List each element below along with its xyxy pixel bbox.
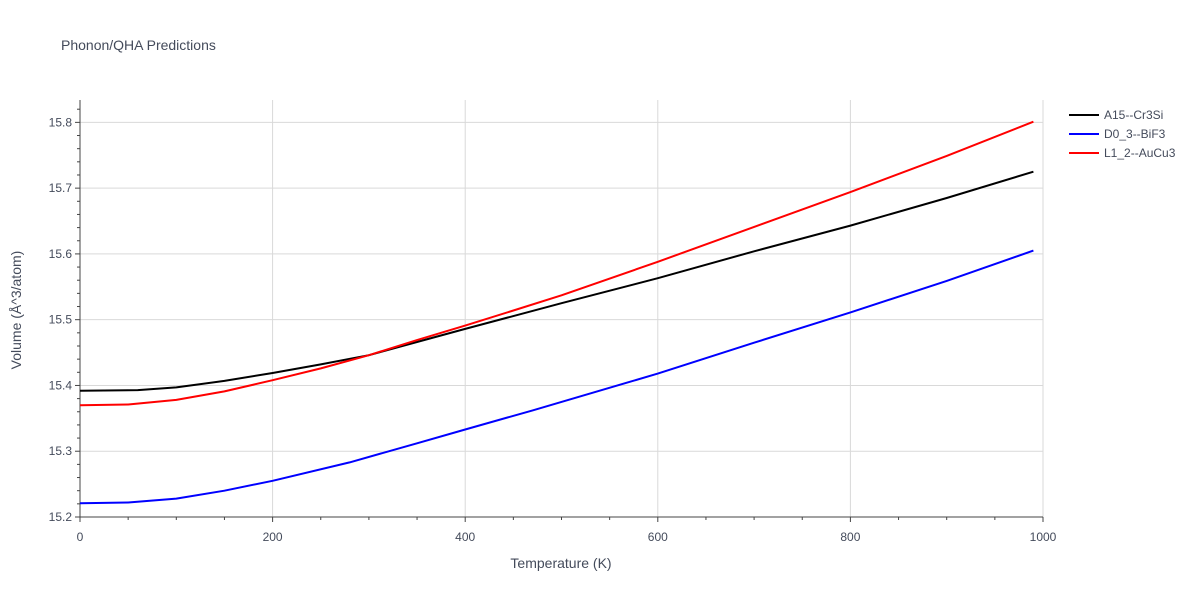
legend-label: L1_2--AuCu3 (1104, 146, 1176, 160)
y-tick-label: 15.5 (49, 313, 73, 327)
y-axis-label: Volume (Å^3/atom) (8, 251, 24, 370)
series-line-a15-cr3si (79, 170, 1034, 392)
series-lines (79, 120, 1034, 505)
x-tick-label: 800 (840, 530, 860, 544)
y-tick-label: 15.7 (49, 181, 73, 195)
legend-item[interactable]: D0_3--BiF3 (1069, 127, 1166, 141)
y-tick-label: 15.3 (49, 444, 73, 458)
y-tick-label: 15.6 (49, 247, 73, 261)
y-tick-label: 15.8 (49, 115, 73, 129)
legend[interactable]: A15--Cr3Si D0_3--BiF3 L1_2--AuCu3 (1069, 108, 1176, 160)
x-tick-label: 600 (648, 530, 668, 544)
x-tick-label: 1000 (1030, 530, 1057, 544)
legend-item[interactable]: A15--Cr3Si (1069, 108, 1163, 122)
y-tick-label: 15.2 (49, 510, 73, 524)
series-line-d0-3-bif3 (79, 249, 1034, 505)
y-axis-ticks: 15.2 15.3 15.4 15.5 15.6 15.7 15.8 (49, 115, 73, 524)
legend-label: A15--Cr3Si (1104, 108, 1163, 122)
x-axis-ticks: 0 200 400 600 800 1000 (77, 530, 1057, 544)
legend-item[interactable]: L1_2--AuCu3 (1069, 146, 1176, 160)
x-axis-label: Temperature (K) (510, 555, 611, 571)
axes (75, 100, 1044, 522)
x-tick-label: 0 (77, 530, 84, 544)
x-tick-label: 200 (263, 530, 283, 544)
series-line-l1-2-aucu3 (79, 120, 1034, 407)
grid-lines (80, 100, 1044, 518)
legend-label: D0_3--BiF3 (1104, 127, 1166, 141)
y-tick-label: 15.4 (49, 378, 73, 392)
x-tick-label: 400 (455, 530, 475, 544)
chart-title: Phonon/QHA Predictions (61, 37, 216, 53)
